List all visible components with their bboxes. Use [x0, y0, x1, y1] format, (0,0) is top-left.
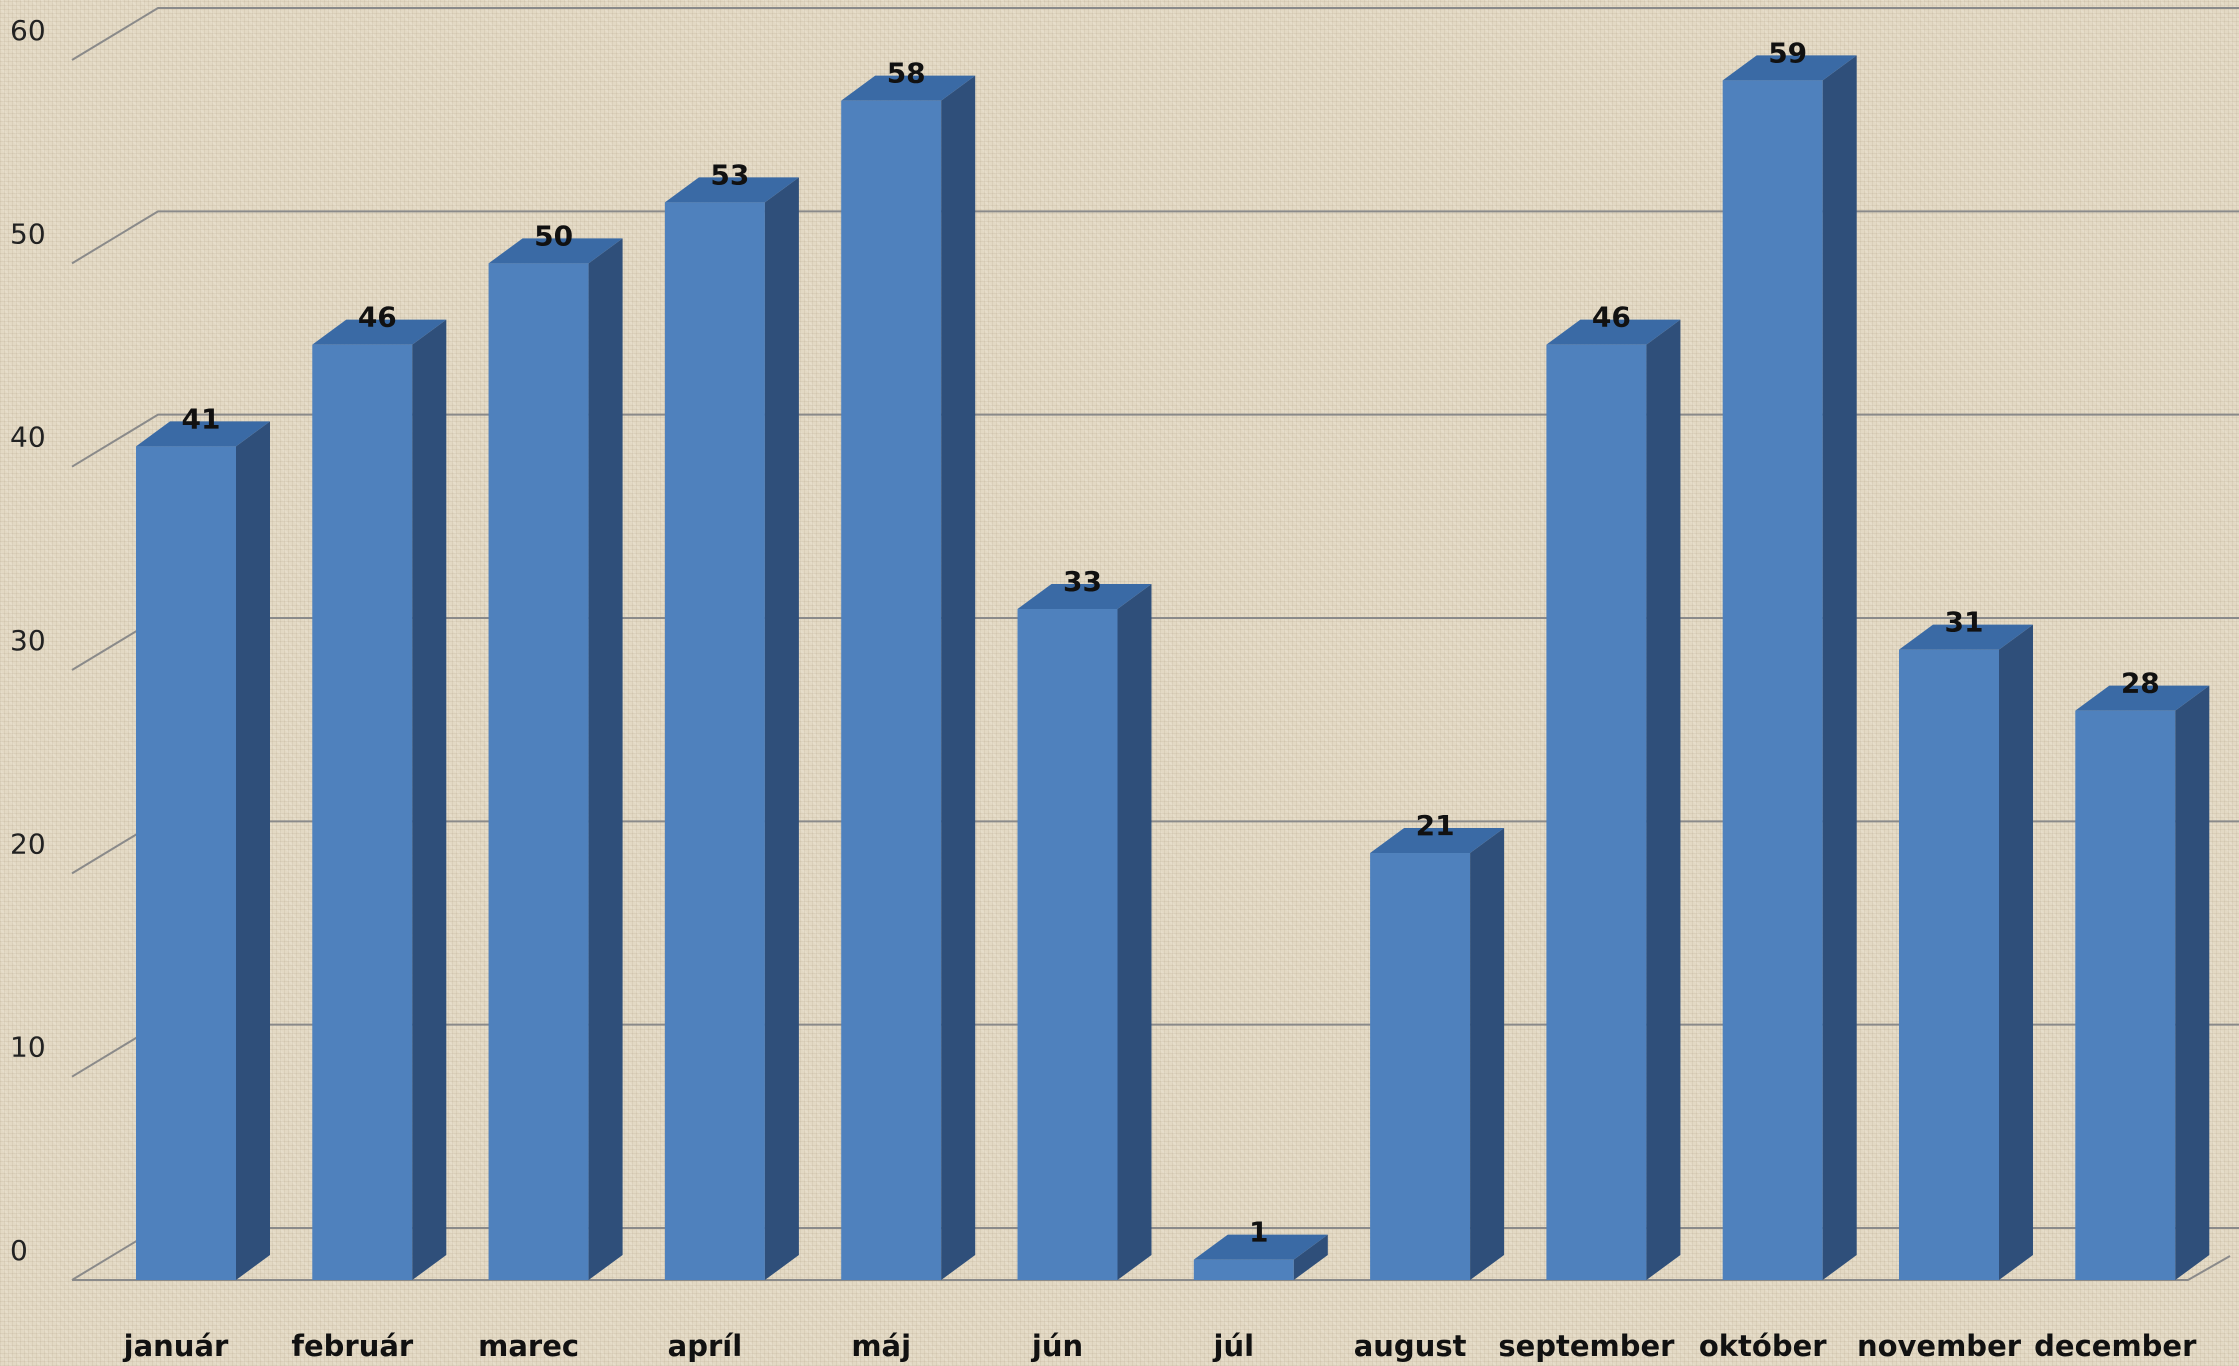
data-label: 1: [1249, 1216, 1268, 1249]
x-axis-category-labels: január február marec apríl máj jún júl august se…: [123, 1329, 2197, 1363]
bar-front: [1193, 1259, 1294, 1280]
bar-side: [588, 238, 623, 1281]
bar-side: [1117, 584, 1152, 1280]
bar-side: [941, 75, 976, 1280]
y-tick-label: 40: [10, 421, 46, 454]
bar-front: [1370, 853, 1471, 1280]
data-label: 46: [358, 301, 397, 334]
bar-top: [1193, 1234, 1328, 1260]
y-tick-label: 20: [10, 827, 46, 860]
bar-front: [1722, 80, 1823, 1280]
bar-top: [1899, 624, 2033, 650]
bar-top: [136, 421, 270, 447]
data-label: 53: [710, 158, 749, 191]
category-label: apríl: [668, 1329, 743, 1363]
bar: [1193, 1234, 1328, 1280]
gridline: [71, 413, 2239, 468]
category-label: máj: [851, 1329, 911, 1363]
y-tick-label: 10: [10, 1031, 46, 1064]
bar: [1546, 319, 1681, 1280]
data-label: 46: [1592, 301, 1631, 334]
bar-front: [312, 344, 413, 1280]
bar-top: [1546, 319, 1681, 345]
data-label: 58: [887, 57, 926, 90]
bars: [136, 55, 2210, 1281]
category-label: január: [123, 1329, 229, 1363]
bar-side: [236, 421, 270, 1280]
bar: [841, 75, 976, 1280]
y-tick-label: 30: [10, 624, 46, 657]
floor-edge: [72, 1255, 2231, 1281]
bar-side: [1470, 828, 1505, 1280]
data-label: 28: [2121, 667, 2160, 700]
category-label: november: [1857, 1329, 2022, 1363]
bar-top: [488, 238, 623, 264]
gridline: [71, 7, 2239, 61]
bar-front: [2075, 710, 2176, 1280]
y-axis-tick-labels: 0 10 20 30 40 50 60: [10, 14, 46, 1267]
bar-front: [136, 446, 236, 1280]
gridline: [71, 210, 2239, 265]
bar-front: [664, 202, 765, 1281]
bar-side: [1999, 624, 2033, 1280]
bar: [664, 177, 799, 1281]
y-tick-label: 60: [10, 14, 46, 47]
bar-front: [1546, 344, 1647, 1280]
bar-side: [2175, 685, 2210, 1280]
category-label: júl: [1213, 1329, 1255, 1363]
bar-side: [1646, 319, 1681, 1280]
data-label: 33: [1063, 565, 1102, 598]
bar-front: [1017, 609, 1118, 1280]
data-label: 41: [182, 402, 221, 435]
category-label: február: [291, 1329, 414, 1363]
data-label: 31: [1945, 606, 1984, 639]
bar: [1370, 828, 1505, 1280]
bar-top: [1722, 55, 1857, 81]
bar-top: [1017, 584, 1152, 610]
bar-side: [1822, 55, 1857, 1280]
category-label: september: [1498, 1329, 1675, 1363]
bar: [1722, 55, 1857, 1280]
data-label: 21: [1416, 809, 1455, 842]
category-label: marec: [478, 1329, 579, 1363]
data-label: 50: [534, 219, 573, 252]
y-tick-label: 50: [10, 217, 46, 250]
bar: [488, 238, 623, 1281]
bar-top: [1370, 828, 1505, 854]
bar-top: [312, 319, 447, 345]
bar: [1017, 584, 1152, 1280]
bar: [2075, 685, 2210, 1280]
category-label: august: [1354, 1329, 1467, 1363]
bar: [1899, 624, 2033, 1280]
category-label: jún: [1031, 1329, 1083, 1363]
bar-top: [664, 177, 799, 203]
bar: [136, 421, 270, 1280]
bar-side: [764, 177, 799, 1281]
y-tick-label: 0: [10, 1234, 28, 1267]
bar-front: [1899, 649, 1999, 1280]
bar: [312, 319, 447, 1280]
data-labels: 41 46 50 53 58 33 1 21 46 59 31 28: [182, 36, 2160, 1248]
bar-top: [841, 75, 976, 101]
data-label: 59: [1768, 36, 1807, 69]
category-label: október: [1699, 1329, 1827, 1363]
bar-front: [488, 263, 589, 1281]
bar-top: [2075, 685, 2210, 711]
bar-side: [412, 319, 447, 1280]
category-label: december: [2034, 1329, 2197, 1363]
bar-front: [841, 100, 942, 1280]
bar-side: [1293, 1234, 1328, 1280]
